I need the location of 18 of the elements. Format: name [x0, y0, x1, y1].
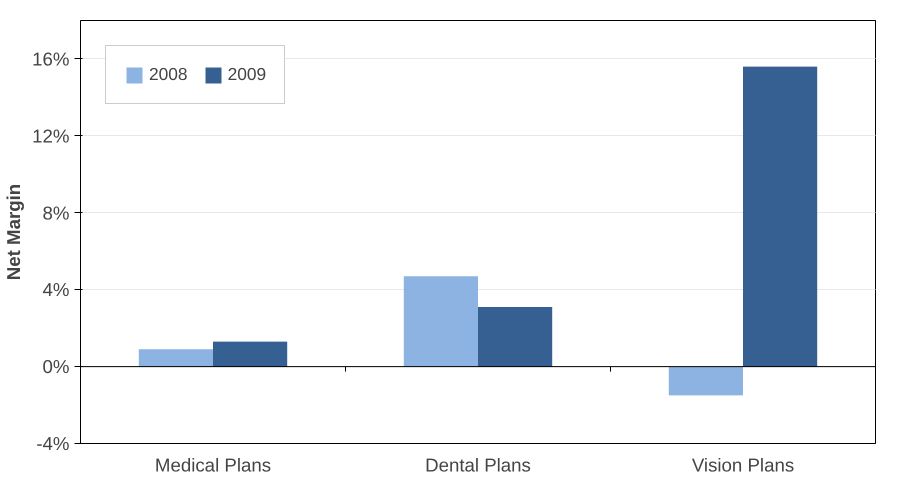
- bar: [138, 349, 213, 367]
- x-tick-label: Dental Plans: [425, 454, 531, 476]
- bar: [478, 306, 552, 367]
- bar: [404, 276, 478, 367]
- y-tick-label: 0%: [42, 356, 70, 378]
- x-tick-label: Vision Plans: [692, 454, 794, 476]
- bar: [743, 66, 818, 367]
- bar: [668, 366, 743, 396]
- legend-label: 2009: [228, 64, 266, 85]
- y-tick-label: 4%: [42, 279, 70, 300]
- legend-label: 2008: [149, 64, 188, 85]
- y-tick-label: 12%: [32, 125, 70, 146]
- x-tick-label: Medical Plans: [154, 454, 272, 476]
- y-tick-label: -4%: [36, 433, 70, 454]
- y-axis-title: Net Margin: [3, 184, 24, 280]
- y-tick-label: 8%: [42, 202, 70, 224]
- bar: [213, 342, 288, 367]
- y-tick-label: 16%: [32, 48, 70, 70]
